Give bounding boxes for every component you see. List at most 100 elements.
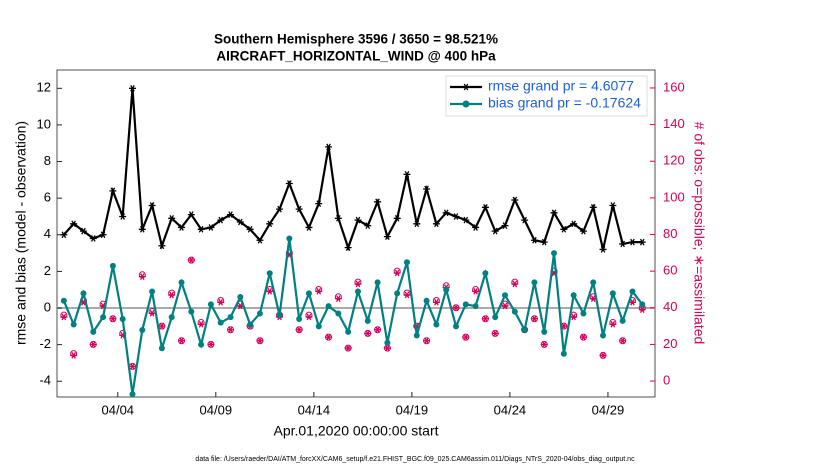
marker	[364, 222, 372, 229]
legend-box	[445, 75, 648, 117]
marker	[198, 341, 205, 348]
marker	[325, 303, 332, 310]
x-tick-label: 04/14	[298, 402, 331, 417]
marker	[168, 291, 176, 299]
marker	[394, 290, 401, 297]
marker	[139, 326, 146, 333]
marker	[511, 278, 519, 286]
y-tick-label: 6	[44, 190, 51, 205]
y-tick-label: 8	[44, 153, 51, 168]
marker	[305, 313, 313, 321]
marker	[501, 222, 509, 229]
marker	[99, 302, 107, 310]
y-tick-label: -4	[39, 373, 51, 388]
marker	[619, 240, 627, 248]
marker	[285, 249, 293, 257]
marker	[511, 196, 519, 204]
marker	[334, 293, 342, 301]
marker	[403, 259, 410, 266]
marker	[89, 341, 97, 348]
marker	[70, 321, 77, 328]
marker	[599, 351, 607, 359]
marker	[217, 216, 225, 224]
marker	[344, 344, 352, 352]
marker	[256, 337, 264, 345]
marker	[531, 279, 538, 286]
marker	[541, 328, 548, 335]
marker	[609, 318, 617, 326]
marker	[423, 337, 431, 345]
marker	[197, 318, 205, 326]
y2-tick-label: 100	[663, 189, 685, 204]
marker	[374, 326, 382, 334]
marker	[589, 203, 597, 211]
marker	[354, 280, 362, 288]
marker	[119, 331, 127, 339]
marker	[217, 319, 224, 326]
x-tick-label: 04/09	[200, 402, 233, 417]
marker	[109, 187, 117, 195]
marker	[70, 350, 78, 358]
marker	[148, 309, 156, 317]
marker	[256, 337, 264, 345]
marker	[217, 296, 225, 304]
y2-tick-label: 80	[663, 226, 677, 241]
marker	[550, 209, 558, 217]
marker	[491, 227, 499, 235]
y2-tick-label: 20	[663, 336, 677, 351]
marker	[344, 344, 352, 352]
marker	[100, 314, 107, 321]
marker	[285, 180, 293, 187]
marker	[579, 333, 587, 341]
marker	[492, 314, 499, 321]
marker	[236, 218, 244, 226]
marker	[89, 235, 97, 242]
marker	[364, 317, 371, 324]
marker	[168, 214, 176, 222]
marker	[491, 330, 499, 337]
marker	[423, 185, 431, 193]
marker	[128, 84, 136, 92]
marker	[579, 227, 587, 235]
marker	[521, 216, 529, 224]
marker	[149, 288, 156, 295]
marker	[580, 310, 587, 317]
marker	[227, 326, 235, 334]
y-tick-label: 0	[44, 299, 51, 314]
marker	[374, 279, 381, 286]
marker	[325, 143, 333, 151]
marker	[511, 308, 518, 315]
marker	[256, 236, 264, 244]
legend-marker	[462, 83, 470, 91]
marker	[168, 289, 176, 297]
marker	[443, 286, 450, 293]
y2-tick-label: 140	[663, 116, 685, 131]
marker	[247, 321, 254, 328]
marker	[158, 322, 166, 330]
marker	[639, 301, 646, 308]
marker	[334, 214, 342, 222]
marker	[383, 233, 391, 240]
marker	[638, 238, 646, 246]
marker	[60, 313, 68, 321]
marker	[276, 205, 284, 213]
marker	[442, 209, 450, 217]
marker	[80, 290, 87, 297]
marker	[266, 287, 274, 295]
marker	[413, 322, 421, 330]
marker	[462, 333, 470, 341]
marker	[472, 285, 480, 293]
marker	[129, 391, 136, 398]
marker	[128, 363, 136, 370]
marker	[599, 246, 607, 253]
marker	[609, 202, 617, 209]
marker	[138, 273, 146, 280]
marker	[481, 315, 489, 323]
marker	[90, 328, 97, 335]
marker	[383, 344, 391, 352]
marker	[540, 341, 548, 348]
series-line	[63, 88, 643, 251]
series-line	[62, 238, 644, 395]
y2-tick-label: 160	[663, 79, 685, 94]
